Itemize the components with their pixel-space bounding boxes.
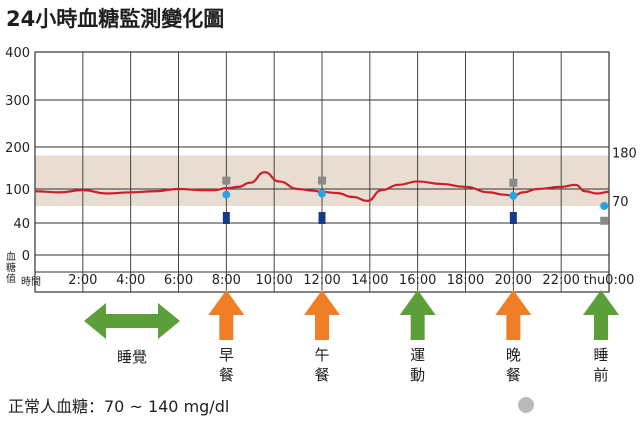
x-tick-label: 14:00 [351, 273, 388, 288]
activity-label: 睡覺 [117, 348, 147, 366]
activity-label-char: 運 [410, 346, 425, 364]
x-tick-label: 20:00 [495, 273, 532, 288]
glucose-series [34, 171, 610, 203]
y-tick-label: 40 [13, 217, 30, 232]
y-tick-label: 100 [5, 183, 30, 198]
x-tick-label: 16:00 [399, 273, 436, 288]
up-arrow-icon [399, 290, 436, 340]
y-tick-label: 0 [22, 249, 30, 264]
y-axis-label-char: 血 [6, 250, 16, 263]
bar-marker [509, 212, 517, 224]
x-tick-label: thu0:00 [584, 273, 635, 288]
watermark-logo-icon [518, 397, 534, 413]
activity-label-char: 晚 [506, 346, 521, 364]
x-tick-label: 6:00 [164, 273, 193, 288]
y-tick-label: 200 [5, 141, 30, 156]
y-axis-label: 血糖值 [6, 250, 16, 285]
measurement-markers [222, 176, 609, 225]
up-arrow-icon [304, 290, 340, 340]
x-tick-label: 22:00 [542, 273, 579, 288]
grid-lines [34, 51, 610, 293]
square-marker [509, 178, 518, 187]
x-tick-label: 12:00 [303, 273, 340, 288]
square-marker [600, 216, 609, 225]
bar-marker [222, 212, 230, 224]
normal-range-footnote: 正常人血糖：70 ~ 140 mg/dl [8, 397, 229, 416]
activity-label-char: 動 [410, 366, 425, 384]
circle-marker [600, 202, 609, 210]
activity-label-char: 餐 [506, 366, 521, 384]
bar-marker [318, 212, 326, 224]
activity-label-char: 早 [219, 346, 234, 364]
x-tick-label: 2:00 [68, 273, 97, 288]
watermark: 悟空問答 [518, 397, 585, 413]
double-arrow-icon [84, 303, 180, 339]
square-marker [222, 176, 231, 185]
band-low-label: 70 [612, 195, 629, 210]
circle-marker [509, 191, 518, 200]
x-tick-label: 10:00 [255, 273, 292, 288]
y-tick-label: 300 [5, 94, 30, 109]
x-axis-label: 時間 [21, 276, 41, 288]
up-arrow-icon [583, 290, 619, 340]
x-tick-label: 8:00 [212, 273, 241, 288]
y-axis-label-char: 值 [6, 272, 16, 285]
activity-label-char: 午 [314, 346, 329, 364]
band-labels: 180 70 [612, 146, 637, 210]
x-axis-ticks: 2:00 4:00 6:00 8:00 10:00 12:00 14:00 16:00 18:0… [68, 273, 634, 288]
square-marker [318, 176, 326, 185]
activity-label-char: 睡 [593, 346, 608, 364]
up-arrow-icon [495, 290, 532, 340]
activity-label-char: 餐 [314, 366, 329, 384]
up-arrow-icon [208, 290, 245, 340]
x-tick-label: 18:00 [447, 273, 484, 288]
chart-title: 24小時血糖監測變化圖 [6, 7, 224, 31]
x-tick-label: 4:00 [116, 273, 145, 288]
y-tick-label: 400 [5, 46, 30, 61]
circle-marker [318, 189, 326, 198]
band-high-label: 180 [612, 146, 637, 161]
watermark-text: 悟空問答 [540, 399, 585, 413]
glucose-line [34, 171, 610, 203]
circle-marker [222, 190, 231, 199]
y-axis-label-char: 糖 [6, 261, 16, 274]
activity-label-char: 前 [593, 366, 608, 384]
activity-label-char: 餐 [219, 366, 234, 384]
